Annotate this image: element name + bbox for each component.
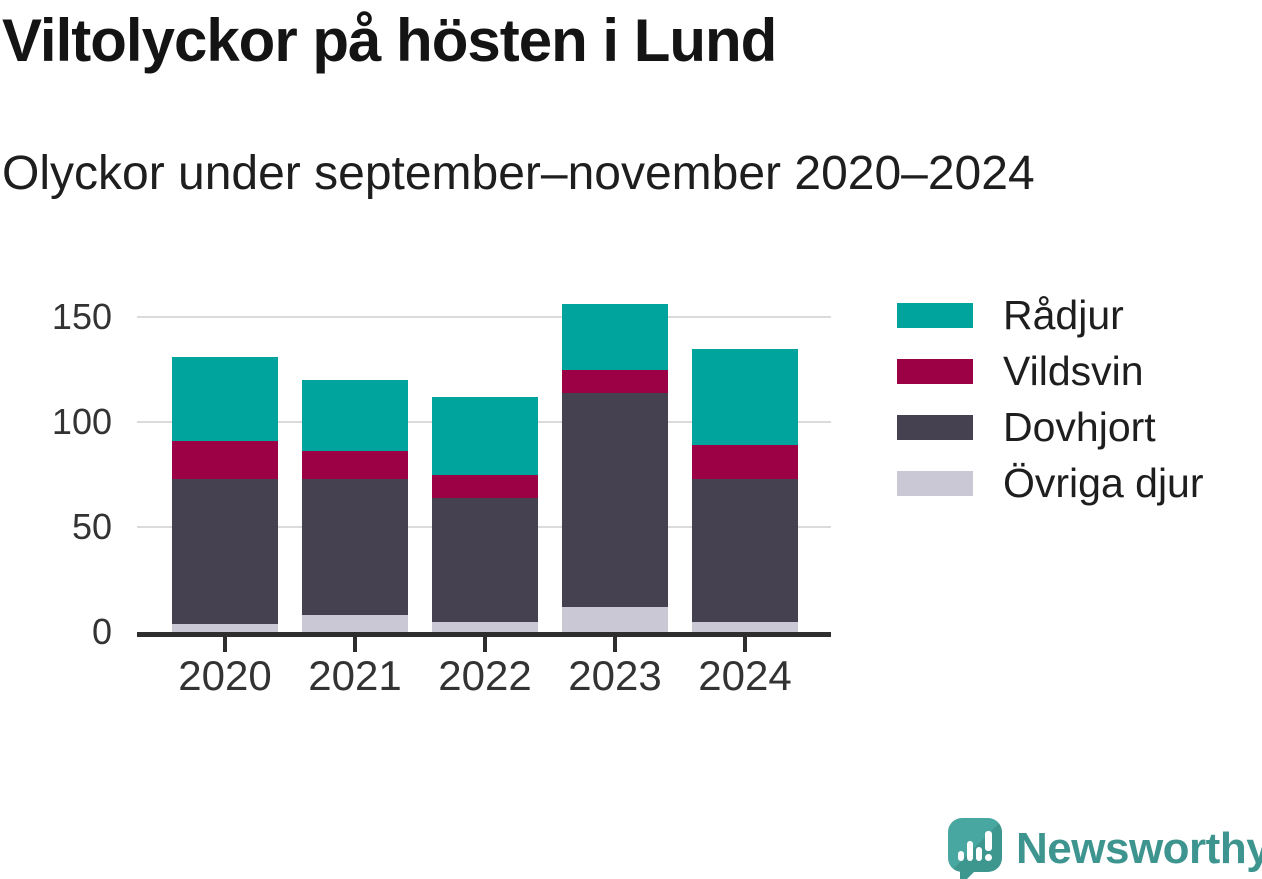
chart-legend: Rådjur Vildsvin Dovhjort Övriga djur xyxy=(897,292,1204,527)
legend-item-övriga-djur: Övriga djur xyxy=(897,460,1204,506)
plot-area xyxy=(137,296,831,637)
legend-swatch xyxy=(897,471,973,496)
bar-segment-2020-vildsvin xyxy=(172,440,278,479)
stacked-bar-2021 xyxy=(302,296,408,632)
x-axis-tick-label-2023: 2023 xyxy=(568,652,662,699)
legend-label: Vildsvin xyxy=(1003,348,1144,394)
x-axis-tick-2024 xyxy=(743,637,747,652)
logo-bars-icon xyxy=(958,831,992,861)
bar-segment-2022-vildsvin xyxy=(432,474,538,498)
legend-swatch xyxy=(897,303,973,328)
legend-label: Dovhjort xyxy=(1003,404,1156,450)
stacked-bar-2023 xyxy=(562,296,668,632)
logo-bar-1 xyxy=(958,851,964,861)
legend-label: Övriga djur xyxy=(1003,460,1204,506)
bar-segment-2024-vildsvin xyxy=(692,445,798,479)
x-axis-tick-label-2020: 2020 xyxy=(178,652,272,699)
bar-segment-2024-övriga-djur xyxy=(692,621,798,632)
legend-swatch xyxy=(897,415,973,440)
legend-swatch xyxy=(897,359,973,384)
chart-title: Viltolyckor på hösten i Lund xyxy=(2,7,777,74)
legend-item-rådjur: Rådjur xyxy=(897,292,1204,338)
bar-segment-2021-dovhjort xyxy=(302,478,408,616)
bar-segment-2023-övriga-djur xyxy=(562,606,668,632)
x-axis-tick-2020 xyxy=(223,637,227,652)
chart-subtitle: Olyckor under september–november 2020–20… xyxy=(2,147,1035,200)
bar-segment-2021-övriga-djur xyxy=(302,615,408,632)
bar-segment-2023-dovhjort xyxy=(562,392,668,607)
stacked-bar-2024 xyxy=(692,296,798,632)
bar-segment-2024-rådjur xyxy=(692,348,798,446)
bar-segment-2023-vildsvin xyxy=(562,369,668,393)
bar-segment-2022-övriga-djur xyxy=(432,621,538,632)
x-axis-tick-label-2021: 2021 xyxy=(308,652,402,699)
x-axis-tick-2022 xyxy=(483,637,487,652)
bar-segment-2022-dovhjort xyxy=(432,497,538,622)
brand-wordmark: Newsworthy xyxy=(1016,824,1262,873)
y-axis-tick-label-0: 0 xyxy=(91,611,112,652)
legend-item-dovhjort: Dovhjort xyxy=(897,404,1204,450)
x-axis-tick-2023 xyxy=(613,637,617,652)
speech-bubble-tail xyxy=(960,870,976,879)
speech-bubble-bar-chart-icon xyxy=(948,818,1002,872)
y-axis-tick-label-50: 50 xyxy=(71,506,112,547)
bar-segment-2020-rådjur xyxy=(172,356,278,441)
stacked-bar-2020 xyxy=(172,296,278,632)
legend-label: Rådjur xyxy=(1003,292,1124,338)
gridline-y-150 xyxy=(137,316,831,318)
y-axis-tick-label-150: 150 xyxy=(51,296,112,337)
bar-segment-2024-dovhjort xyxy=(692,478,798,622)
x-axis-tick-label-2022: 2022 xyxy=(438,652,532,699)
x-axis-tick-label-2024: 2024 xyxy=(698,652,792,699)
newsworthy-logo: Newsworthy xyxy=(948,818,1262,879)
x-axis-tick-2021 xyxy=(353,637,357,652)
legend-item-vildsvin: Vildsvin xyxy=(897,348,1204,394)
logo-bar-2 xyxy=(967,841,973,861)
bar-segment-2021-vildsvin xyxy=(302,451,408,479)
exclamation-icon xyxy=(985,831,992,861)
logo-bar-3 xyxy=(976,847,982,861)
bar-segment-2023-rådjur xyxy=(562,304,668,370)
bar-segment-2022-rådjur xyxy=(432,396,538,475)
bar-segment-2020-övriga-djur xyxy=(172,623,278,632)
stacked-bar-2022 xyxy=(432,296,538,632)
bar-segment-2021-rådjur xyxy=(302,380,408,452)
y-axis-tick-label-100: 100 xyxy=(51,401,112,442)
bar-segment-2020-dovhjort xyxy=(172,478,278,624)
